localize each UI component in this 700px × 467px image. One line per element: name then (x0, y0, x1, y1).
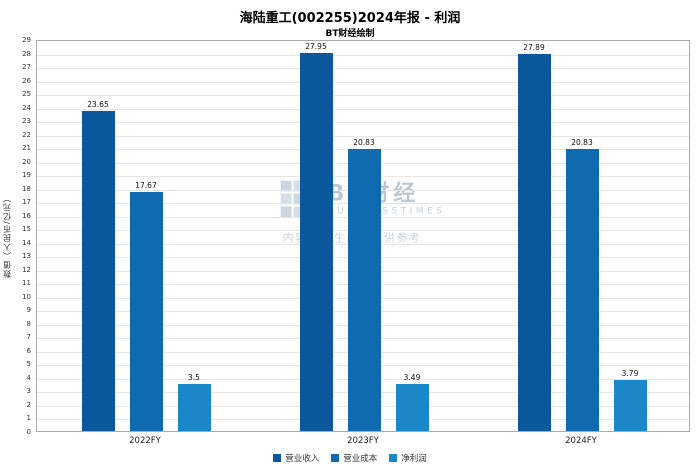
gridline (37, 54, 689, 56)
legend-swatch (273, 454, 282, 462)
bar-value-label: 3.79 (621, 368, 639, 378)
legend-label: 营业成本 (343, 454, 378, 464)
y-tick-label: 15 (22, 225, 31, 234)
y-tick-label: 13 (22, 252, 31, 261)
y-tick-label: 19 (22, 171, 31, 180)
y-tick-label: 10 (22, 292, 31, 301)
y-tick-label: 5 (26, 360, 31, 369)
bar-营业成本-2022FY (129, 192, 163, 431)
y-tick-label: 3 (26, 387, 31, 396)
bar-value-label: 27.95 (305, 42, 327, 52)
bar-净利润-2022FY (177, 383, 211, 431)
y-tick-label: 11 (22, 279, 31, 288)
legend-label: 净利润 (401, 454, 427, 464)
bar-value-label: 17.67 (135, 181, 157, 191)
bar-营业收入-2023FY (299, 53, 333, 431)
legend: 营业收入 营业成本 净利润 (0, 452, 700, 464)
legend-label: 营业收入 (285, 454, 320, 464)
y-tick-label: 26 (22, 76, 31, 85)
y-tick-label: 1 (26, 414, 31, 423)
bar-value-label: 27.89 (523, 43, 545, 53)
y-tick-label: 22 (22, 130, 31, 139)
y-tick-label: 14 (22, 238, 31, 247)
y-tick-label: 23 (22, 117, 31, 126)
y-tick-label: 7 (26, 333, 31, 342)
gridline (37, 135, 689, 137)
legend-item-营业成本[interactable]: 营业成本 (331, 452, 377, 464)
y-tick-label: 20 (22, 157, 31, 166)
bar-value-label: 3.5 (188, 372, 200, 382)
chart-subtitle: BT财经绘制 (325, 29, 375, 39)
y-tick-label: 28 (22, 49, 31, 58)
y-tick-label: 12 (22, 265, 31, 274)
bar-营业收入-2022FY (81, 111, 115, 431)
legend-item-净利润[interactable]: 净利润 (389, 452, 427, 464)
legend-item-营业收入[interactable]: 营业收入 (273, 452, 319, 464)
x-tick-label: 2022FY (129, 436, 161, 446)
bar-value-label: 20.83 (353, 138, 375, 148)
gridline (37, 81, 689, 83)
bar-净利润-2024FY (613, 379, 647, 431)
y-tick-label: 16 (22, 211, 31, 220)
bar-value-label: 20.83 (571, 138, 593, 148)
x-tick-label: 2023FY (347, 436, 379, 446)
y-tick-label: 8 (26, 319, 31, 328)
page-title: 海陆重工(002255)2024年报 - 利润 (239, 11, 461, 26)
y-tick-label: 0 (26, 428, 31, 436)
y-tick-label: 6 (26, 346, 31, 355)
y-tick-label: 29 (22, 36, 31, 44)
y-tick-label: 24 (22, 103, 31, 112)
y-tick-label: 27 (22, 63, 31, 72)
y-tick-label: 4 (26, 373, 31, 382)
legend-swatch (389, 454, 398, 462)
y-tick-label: 21 (22, 144, 31, 153)
plot-area: BT财经 BUSINESSTIMES 内容由AI生成，仅供参考 23.6517.… (36, 40, 690, 432)
y-tick-label: 25 (22, 90, 31, 99)
bar-营业成本-2024FY (565, 149, 599, 431)
watermark-brand-sub: BUSINESSTIMES (327, 206, 446, 217)
bar-净利润-2023FY (395, 383, 429, 431)
x-tick-label: 2024FY (565, 436, 597, 446)
bar-value-label: 23.65 (87, 100, 109, 110)
y-tick-label: 2 (26, 400, 31, 409)
bar-value-label: 3.49 (403, 372, 421, 382)
gridline (37, 108, 689, 110)
bar-营业成本-2023FY (347, 149, 381, 431)
bar-营业收入-2024FY (517, 54, 551, 431)
gridline (37, 68, 689, 70)
gridline (37, 122, 689, 124)
y-tick-label: 9 (26, 306, 31, 315)
legend-swatch (331, 454, 340, 462)
watermark-text: BT财经 BUSINESSTIMES (327, 182, 446, 217)
y-tick-label: 17 (22, 198, 31, 207)
gridline (37, 95, 689, 97)
y-tick-label: 18 (22, 184, 31, 193)
